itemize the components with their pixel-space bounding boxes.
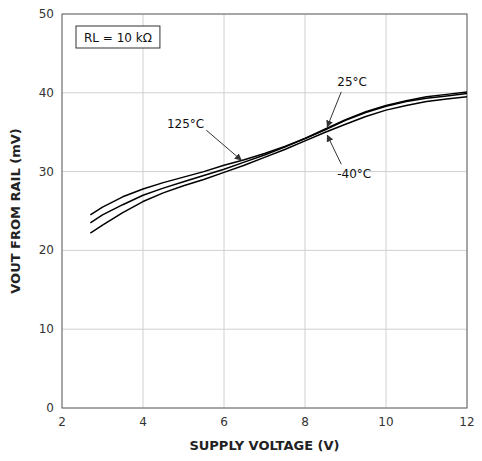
x-grid-line <box>386 14 387 408</box>
plot-frame <box>62 14 467 408</box>
label-arrow <box>327 92 341 127</box>
x-grid-line <box>143 14 144 408</box>
x-tick-label: 2 <box>58 415 66 429</box>
annotation: RL = 10 kΩ <box>84 31 152 45</box>
x-grid-line <box>305 14 306 408</box>
background <box>0 0 482 461</box>
y-grid-line <box>62 250 467 251</box>
y-tick-label: 40 <box>39 86 54 100</box>
x-tick-label: 10 <box>378 415 393 429</box>
series-line <box>90 97 467 233</box>
y-grid-line <box>62 329 467 330</box>
x-tick-label: 12 <box>459 415 474 429</box>
x-tick-label: 4 <box>139 415 147 429</box>
y-grid-line <box>62 171 467 172</box>
annotation-box: RL = 10 kΩ <box>76 26 160 48</box>
y-tick-label: 50 <box>39 7 54 21</box>
label-arrow <box>206 130 241 160</box>
series-label: -40°C <box>337 167 371 181</box>
label-arrow <box>327 135 341 164</box>
y-axis-label: VOUT FROM RAIL (mV) <box>8 128 23 293</box>
y-grid-line <box>62 92 467 93</box>
grid <box>62 14 467 408</box>
series-line <box>90 92 467 223</box>
x-grid-line <box>224 14 225 408</box>
x-tick-label: 8 <box>301 415 309 429</box>
x-axis-label: SUPPLY VOLTAGE (V) <box>189 438 339 453</box>
y-tick-label: 0 <box>46 401 54 415</box>
y-tick-label: 10 <box>39 322 54 336</box>
y-tick-label: 20 <box>39 243 54 257</box>
x-tick-label: 6 <box>220 415 228 429</box>
series-label: 125°C <box>167 117 204 131</box>
series-label: 25°C <box>337 75 367 89</box>
series-line <box>90 94 467 215</box>
lines <box>90 92 467 233</box>
chart: 2 4 6 8 10 12 0 10 20 30 40 50 25°C 125°C -40°C RL = 10… <box>0 0 482 461</box>
y-tick-label: 30 <box>39 165 54 179</box>
